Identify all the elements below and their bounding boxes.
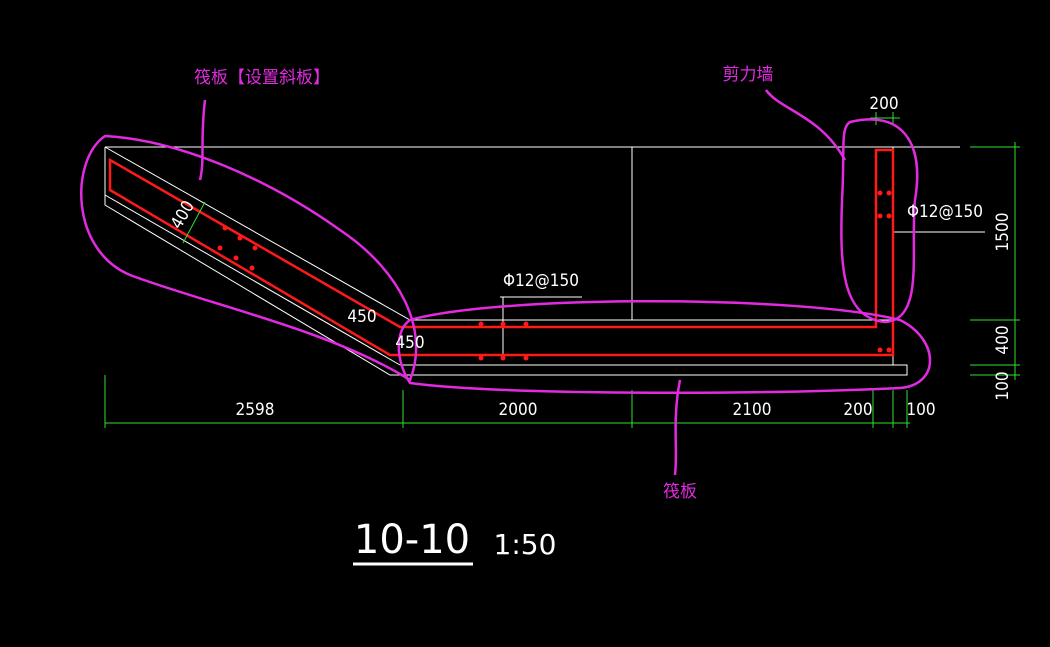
dim-text: 450 [347, 307, 376, 327]
section-title: 10-10 [354, 517, 470, 563]
dim-text: 1500 [993, 213, 1013, 252]
dim-text: 2100 [733, 400, 772, 420]
slab-label: 筏板【设置斜板】 [194, 68, 330, 88]
dim-text: 2598 [236, 400, 275, 420]
dim-text: 100 [993, 371, 1013, 400]
wall-label: 剪力墙 [723, 65, 774, 85]
section-scale: 1:50 [494, 528, 557, 561]
dim-text: 2000 [499, 400, 538, 420]
rebar-label: Φ12@150 [907, 202, 983, 222]
dim-text: 450 [395, 333, 424, 353]
rebar [108, 148, 895, 361]
dim-text: 100 [906, 400, 935, 420]
highlight-marks [80, 89, 932, 476]
dim-text: 200 [869, 94, 898, 114]
dim-text: 400 [993, 325, 1013, 354]
dim-text: 200 [843, 400, 872, 420]
rebar-label: Φ12@150 [503, 271, 579, 291]
outline [104, 146, 985, 376]
raft-label: 筏板 [663, 482, 697, 502]
dimension-lines [104, 112, 1020, 428]
